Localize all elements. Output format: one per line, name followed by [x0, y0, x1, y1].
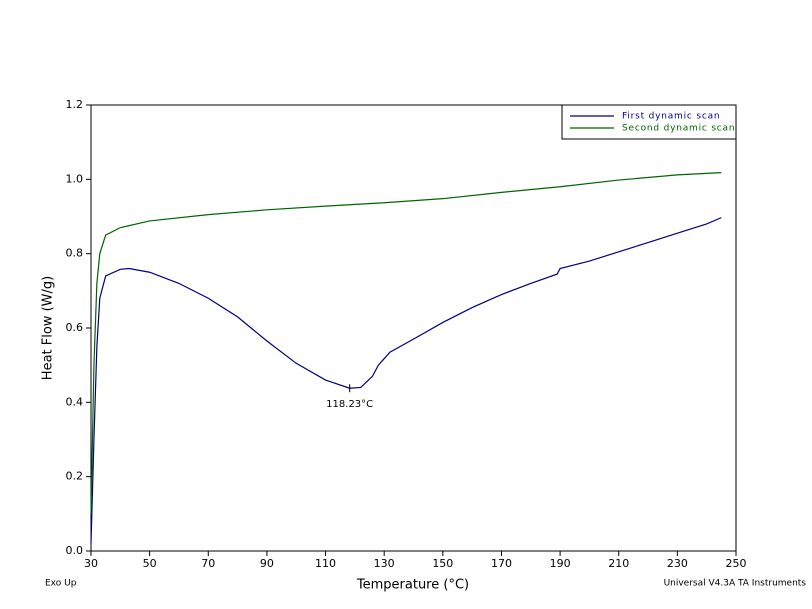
y-tick-label: 0.8	[66, 247, 84, 260]
annotation-label: 118.23°C	[326, 399, 373, 410]
x-tick-label: 130	[374, 557, 395, 570]
x-tick-label: 170	[491, 557, 512, 570]
legend-box	[561, 104, 737, 140]
x-tick-label: 250	[726, 557, 747, 570]
y-tick-label: 0.0	[66, 544, 84, 557]
plot-frame	[90, 104, 737, 552]
x-tick-label: 90	[260, 557, 274, 570]
y-tick-label: 1.0	[66, 172, 84, 185]
legend-label: First dynamic scan	[622, 112, 720, 122]
x-tick-label: 150	[432, 557, 453, 570]
x-axis-label: Temperature (°C)	[356, 578, 469, 593]
x-tick-label: 110	[315, 557, 336, 570]
x-tick-label: 210	[608, 557, 629, 570]
footer-left: Exo Up	[45, 579, 77, 589]
legend-label: Second dynamic scan	[622, 124, 735, 134]
x-tick-label: 70	[201, 557, 215, 570]
x-tick-label: 230	[667, 557, 688, 570]
y-tick-label: 1.2	[66, 98, 84, 111]
x-tick-label: 30	[84, 557, 98, 570]
data-line	[90, 217, 722, 544]
y-axis-label: Heat Flow (W/g)	[41, 276, 56, 380]
y-tick-label: 0.4	[66, 395, 84, 408]
data-line	[90, 172, 722, 514]
footer-right: Universal V4.3A TA Instruments	[664, 579, 807, 589]
y-tick-label: 0.6	[66, 321, 84, 334]
y-tick-label: 0.2	[66, 470, 84, 483]
x-tick-label: 190	[550, 557, 571, 570]
x-tick-label: 50	[143, 557, 157, 570]
